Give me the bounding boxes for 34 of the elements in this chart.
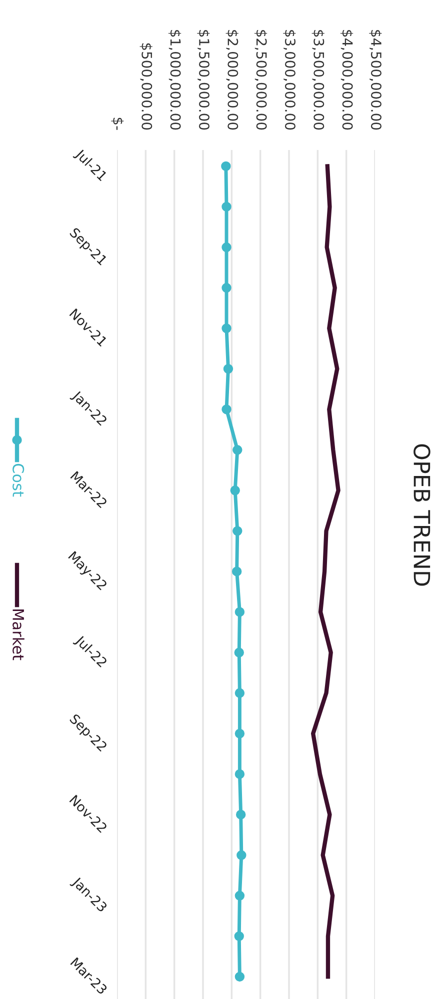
x-tick-label: $2,500,000.00 xyxy=(254,30,268,130)
x-tick-label: $3,000,000.00 xyxy=(283,30,296,130)
point xyxy=(234,607,245,617)
point xyxy=(232,566,242,576)
point xyxy=(234,648,244,658)
point xyxy=(222,323,232,334)
x-tick-label: $2,000,000.00 xyxy=(226,30,238,130)
point xyxy=(230,486,240,496)
point xyxy=(222,242,232,252)
x-tick-label: $4,000,000.00 xyxy=(340,30,354,130)
point xyxy=(221,161,231,172)
point xyxy=(234,769,245,779)
x-tick-label: $1,500,000.00 xyxy=(197,30,210,130)
point xyxy=(232,445,242,455)
text: Market xyxy=(12,610,24,660)
point xyxy=(234,890,245,901)
point xyxy=(236,810,246,820)
text: Cost xyxy=(12,464,24,497)
point xyxy=(234,728,245,738)
point xyxy=(222,282,232,293)
point xyxy=(222,404,232,414)
x-tick-label: $- xyxy=(111,118,124,130)
point xyxy=(236,850,246,860)
point xyxy=(234,972,245,982)
x-tick-label: $3,500,000.00 xyxy=(312,30,324,130)
text: OPEB TREND xyxy=(414,444,430,586)
point xyxy=(232,526,242,536)
point xyxy=(222,202,232,212)
x-tick-label: $500,000.00 xyxy=(140,43,152,130)
point xyxy=(223,364,234,374)
x-tick-label: $1,000,000.00 xyxy=(168,30,182,130)
point xyxy=(234,688,245,698)
point xyxy=(234,931,244,942)
x-tick-label: $4,500,000.00 xyxy=(369,30,382,130)
